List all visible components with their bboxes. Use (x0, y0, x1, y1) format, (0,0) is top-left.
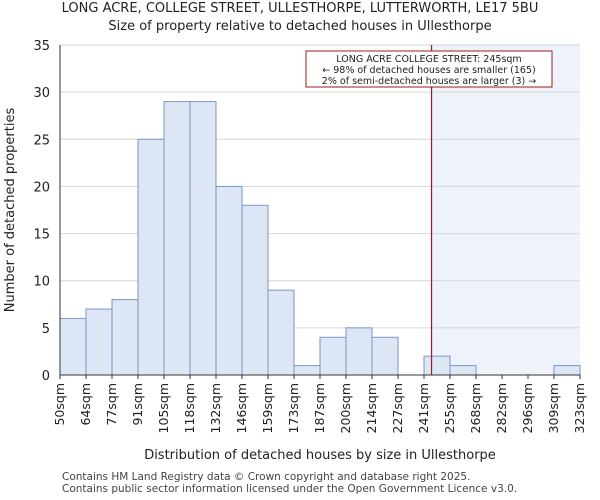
x-axis-title: Distribution of detached houses by size … (144, 448, 496, 463)
histogram-bar (241, 204, 269, 376)
footer-attribution-line2: Contains public sector information licen… (62, 483, 518, 495)
x-tick-label: 77sqm (104, 383, 119, 426)
annotation-line2: ← 98% of detached houses are smaller (16… (322, 65, 535, 76)
x-tick-label: 50sqm (52, 383, 67, 426)
histogram-bar (111, 299, 139, 376)
y-tick-label: 30 (33, 86, 50, 101)
y-tick-label: 0 (42, 369, 50, 384)
y-tick-label: 25 (33, 133, 50, 148)
histogram-bar (59, 317, 87, 376)
histogram-bar (449, 365, 477, 376)
y-tick-label: 5 (42, 322, 50, 337)
x-tick-label: 146sqm (234, 383, 249, 433)
footer-attribution-line1: Contains HM Land Registry data © Crown c… (62, 471, 471, 483)
x-tick-label: 323sqm (572, 383, 587, 433)
histogram-bar (163, 101, 191, 376)
histogram-bar (293, 365, 321, 376)
x-tick-label: 255sqm (442, 383, 457, 433)
annotation-box (305, 50, 553, 88)
histogram-bar (267, 289, 295, 376)
histogram-bar (189, 101, 217, 376)
x-tick-label: 241sqm (416, 383, 431, 433)
y-tick-label: 15 (33, 228, 50, 243)
x-tick-label: 200sqm (338, 383, 353, 433)
annotation-line1: LONG ACRE COLLEGE STREET: 245sqm (336, 54, 521, 65)
chart-title-line2: Size of property relative to detached ho… (108, 19, 492, 34)
histogram-bar (215, 185, 243, 376)
x-tick-label: 173sqm (286, 383, 301, 433)
annotation-line3: 2% of semi-detached houses are larger (3… (322, 76, 536, 87)
highlight-region (431, 45, 580, 375)
y-tick-label: 35 (33, 39, 50, 54)
y-axis-title: Number of detached properties (3, 108, 18, 313)
x-tick-label: 282sqm (494, 383, 509, 433)
histogram-bar (137, 138, 165, 376)
x-tick-label: 268sqm (468, 383, 483, 433)
x-tick-label: 64sqm (78, 383, 93, 426)
histogram-bar (319, 336, 347, 376)
x-tick-label: 132sqm (208, 383, 223, 433)
histogram-bar (85, 308, 113, 376)
histogram-bar (553, 365, 581, 376)
x-tick-label: 187sqm (312, 383, 327, 433)
x-tick-label: 214sqm (364, 383, 379, 433)
x-tick-label: 91sqm (130, 383, 145, 426)
y-tick-label: 10 (33, 275, 50, 290)
x-tick-label: 159sqm (260, 383, 275, 433)
histogram-bar (371, 336, 399, 376)
x-tick-label: 309sqm (546, 383, 561, 433)
x-tick-label: 227sqm (390, 383, 405, 433)
histogram-bar (423, 355, 451, 376)
x-tick-label: 118sqm (182, 383, 197, 433)
y-tick-label: 20 (33, 180, 50, 195)
x-tick-label: 105sqm (156, 383, 171, 433)
x-tick-label: 296sqm (520, 383, 535, 433)
histogram-bar (345, 327, 373, 376)
chart-title-line1: LONG ACRE, COLLEGE STREET, ULLESTHORPE, … (61, 1, 539, 16)
